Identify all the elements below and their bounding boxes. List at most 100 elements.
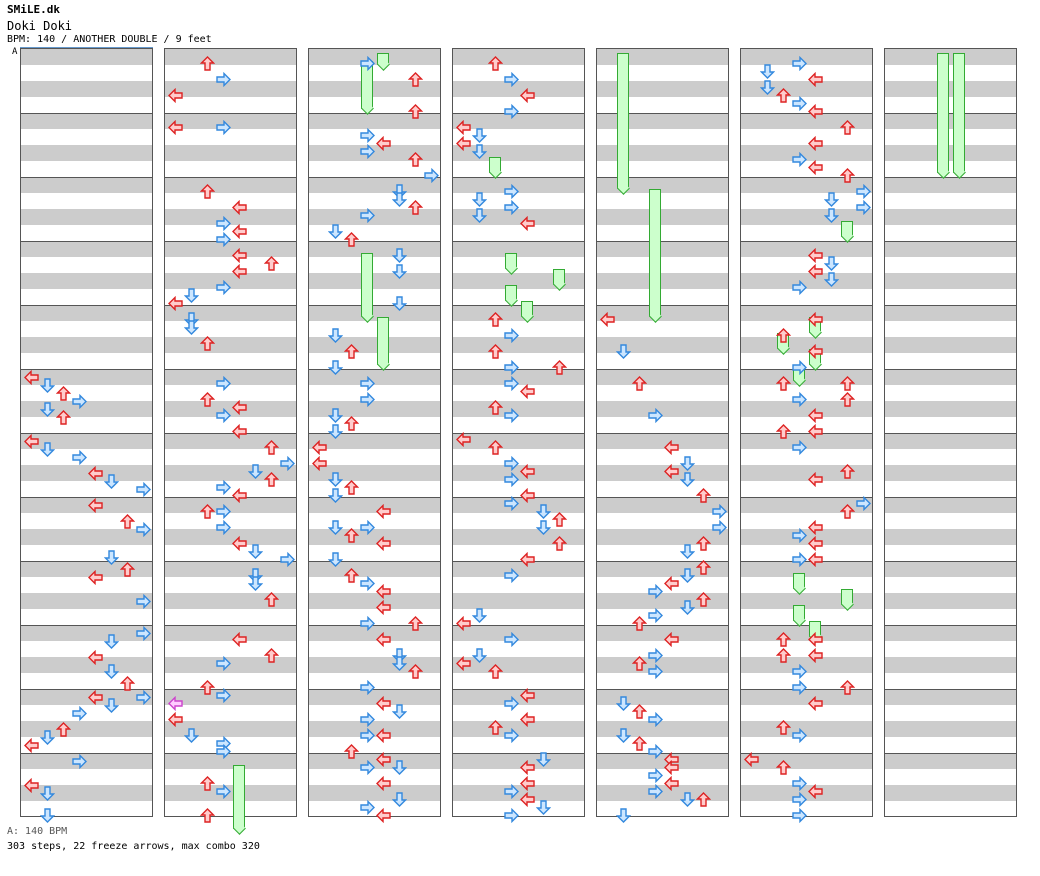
beat-stripe	[165, 401, 296, 417]
arrow-right-icon	[712, 504, 727, 519]
beat-stripe	[597, 625, 728, 641]
arrow-right-icon	[504, 568, 519, 583]
arrow-up-icon	[56, 722, 71, 737]
arrow-up-icon	[344, 416, 359, 431]
arrow-right-icon	[504, 496, 519, 511]
beat-stripe	[885, 241, 1016, 257]
arrow-right-icon	[360, 56, 375, 71]
beat-stripe	[597, 49, 728, 65]
song-title: Doki Doki	[7, 19, 73, 33]
beat-stripe	[309, 49, 440, 65]
beat-stripe	[453, 49, 584, 65]
beat-stripe	[165, 337, 296, 353]
arrow-left-icon	[232, 400, 247, 415]
site-name: SMiLE.dk	[7, 3, 60, 16]
arrow-down-icon	[40, 378, 55, 393]
arrow-right-icon	[216, 784, 231, 799]
measure-line	[741, 241, 872, 242]
measure-line	[21, 689, 152, 690]
arrow-left-icon	[456, 616, 471, 631]
measure-line	[165, 753, 296, 754]
arrow-up-icon	[488, 440, 503, 455]
arrow-left-icon	[456, 136, 471, 151]
measure-line	[453, 369, 584, 370]
arrow-up-icon	[488, 664, 503, 679]
arrow-up-icon	[200, 680, 215, 695]
arrow-right-icon	[216, 744, 231, 759]
arrow-right-icon	[648, 664, 663, 679]
arrow-left-icon	[376, 584, 391, 599]
measure-line	[597, 689, 728, 690]
arrow-up-icon	[840, 464, 855, 479]
arrow-left-icon	[456, 656, 471, 671]
arrow-up-icon	[200, 504, 215, 519]
measure-line	[21, 177, 152, 178]
freeze-arrow	[793, 573, 806, 595]
measure-line	[885, 177, 1016, 178]
arrow-left-icon	[808, 632, 823, 647]
beat-stripe	[741, 529, 872, 545]
arrow-left-icon	[520, 88, 535, 103]
measure-line	[165, 369, 296, 370]
freeze-arrow	[841, 221, 854, 243]
arrow-right-icon	[856, 496, 871, 511]
measure-line	[741, 305, 872, 306]
beat-stripe	[21, 145, 152, 161]
arrow-down-icon	[392, 704, 407, 719]
chart-column	[308, 48, 441, 823]
beat-stripe	[597, 721, 728, 737]
arrow-up-icon	[408, 72, 423, 87]
beat-stripe	[885, 721, 1016, 737]
arrow-up-icon	[488, 56, 503, 71]
arrow-down-icon	[680, 456, 695, 471]
measure-line	[309, 113, 440, 114]
arrow-right-icon	[360, 208, 375, 223]
arrow-right-icon	[360, 800, 375, 815]
arrow-left-icon	[88, 498, 103, 513]
arrow-up-icon	[344, 528, 359, 543]
arrow-left-icon	[520, 488, 535, 503]
arrow-right-icon	[360, 392, 375, 407]
beat-stripe	[309, 145, 440, 161]
arrow-up-icon	[408, 664, 423, 679]
beat-stripe	[597, 753, 728, 769]
beat-stripe	[885, 209, 1016, 225]
beat-stripe	[21, 337, 152, 353]
arrow-down-icon	[328, 408, 343, 423]
beat-stripe	[21, 177, 152, 193]
beat-stripe	[597, 241, 728, 257]
beat-stripe	[309, 433, 440, 449]
beat-stripe	[597, 113, 728, 129]
measure-line	[597, 177, 728, 178]
beat-stripe	[309, 497, 440, 513]
arrow-right-icon	[792, 96, 807, 111]
arrow-up-icon	[696, 488, 711, 503]
arrow-left-icon	[520, 552, 535, 567]
arrow-down-icon	[392, 296, 407, 311]
beat-stripe	[165, 721, 296, 737]
arrow-down-icon	[104, 698, 119, 713]
beat-stripe	[21, 497, 152, 513]
measure-line	[309, 433, 440, 434]
arrow-down-icon	[248, 544, 263, 559]
arrow-left-icon	[520, 760, 535, 775]
arrow-up-icon	[408, 616, 423, 631]
beat-stripe	[597, 433, 728, 449]
arrow-right-icon	[792, 280, 807, 295]
arrow-right-icon	[792, 792, 807, 807]
measure-line	[309, 753, 440, 754]
beat-stripe	[741, 113, 872, 129]
beat-stripe	[453, 433, 584, 449]
arrow-left-icon	[376, 504, 391, 519]
beat-stripe	[741, 689, 872, 705]
arrow-up-icon	[840, 392, 855, 407]
measure-line	[453, 497, 584, 498]
beat-stripe	[597, 529, 728, 545]
measure-line	[453, 433, 584, 434]
beat-stripe	[165, 113, 296, 129]
beat-stripe	[885, 49, 1016, 65]
beat-stripe	[885, 625, 1016, 641]
arrow-down-icon	[328, 552, 343, 567]
beat-stripe	[597, 401, 728, 417]
beat-stripe	[741, 209, 872, 225]
